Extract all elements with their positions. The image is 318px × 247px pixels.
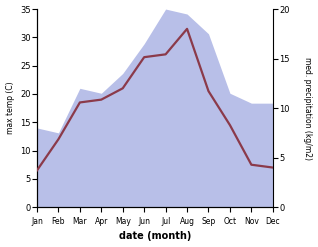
Y-axis label: med. precipitation (kg/m2): med. precipitation (kg/m2) [303,57,313,160]
X-axis label: date (month): date (month) [119,231,191,242]
Y-axis label: max temp (C): max temp (C) [5,82,15,134]
